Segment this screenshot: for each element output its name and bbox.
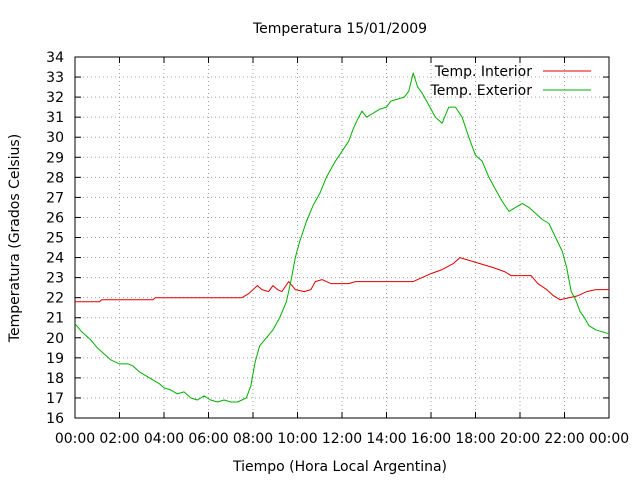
x-axis-label: Tiempo (Hora Local Argentina) (232, 459, 447, 475)
y-tick-label: 28 (46, 170, 64, 186)
tick-marks (74, 56, 610, 419)
y-tick-label: 33 (46, 70, 64, 86)
x-tick-label: 00:00 (55, 431, 95, 447)
y-tick-label: 20 (46, 331, 64, 347)
y-tick-label: 19 (46, 351, 64, 367)
x-tick-label: 16:00 (411, 431, 451, 447)
y-tick-label: 18 (46, 371, 64, 387)
y-tick-label: 22 (46, 291, 64, 307)
y-axis-label: Temperatura (Grados Celsius) (7, 134, 23, 343)
y-tick-label: 30 (46, 130, 64, 146)
series-lines (74, 72, 610, 403)
x-tick-label: 18:00 (455, 431, 495, 447)
y-tick-label: 32 (46, 90, 64, 106)
x-tick-label: 22:00 (544, 431, 584, 447)
x-tick-label: 02:00 (99, 431, 139, 447)
y-tick-labels: 16 17 18 19 20 21 22 23 24 25 26 27 28 29 30 31 32 33 34 (46, 50, 64, 427)
y-tick-label: 31 (46, 110, 64, 126)
x-tick-label: 20:00 (500, 431, 540, 447)
y-tick-label: 23 (46, 271, 64, 287)
x-tick-label: 06:00 (188, 431, 228, 447)
x-tick-label: 00:00 (589, 431, 629, 447)
y-tick-label: 25 (46, 231, 64, 247)
y-tick-label: 21 (46, 311, 64, 327)
x-tick-label: 14:00 (366, 431, 406, 447)
y-tick-label: 26 (46, 210, 64, 226)
y-tick-label: 34 (46, 50, 64, 66)
y-tick-label: 24 (46, 251, 64, 267)
y-tick-label: 17 (46, 391, 64, 407)
legend-label-interior: Temp. Interior (434, 64, 533, 80)
x-tick-label: 10:00 (277, 431, 317, 447)
x-tick-label: 04:00 (144, 431, 184, 447)
x-tick-label: 12:00 (322, 431, 362, 447)
legend: Temp. Interior Temp. Exterior (430, 64, 591, 99)
series-line-interior (75, 257, 609, 303)
y-tick-label: 16 (46, 411, 64, 427)
grid-lines (75, 57, 609, 418)
x-tick-labels: 00:00 02:00 04:00 06:00 08:00 10:00 12:00 14:00… (55, 431, 629, 447)
legend-label-exterior: Temp. Exterior (430, 83, 533, 99)
y-tick-label: 29 (46, 150, 64, 166)
x-tick-label: 08:00 (233, 431, 273, 447)
series-line-exterior (74, 72, 610, 403)
y-tick-label: 27 (46, 190, 64, 206)
chart-title: Temperatura 15/01/2009 (252, 21, 427, 37)
